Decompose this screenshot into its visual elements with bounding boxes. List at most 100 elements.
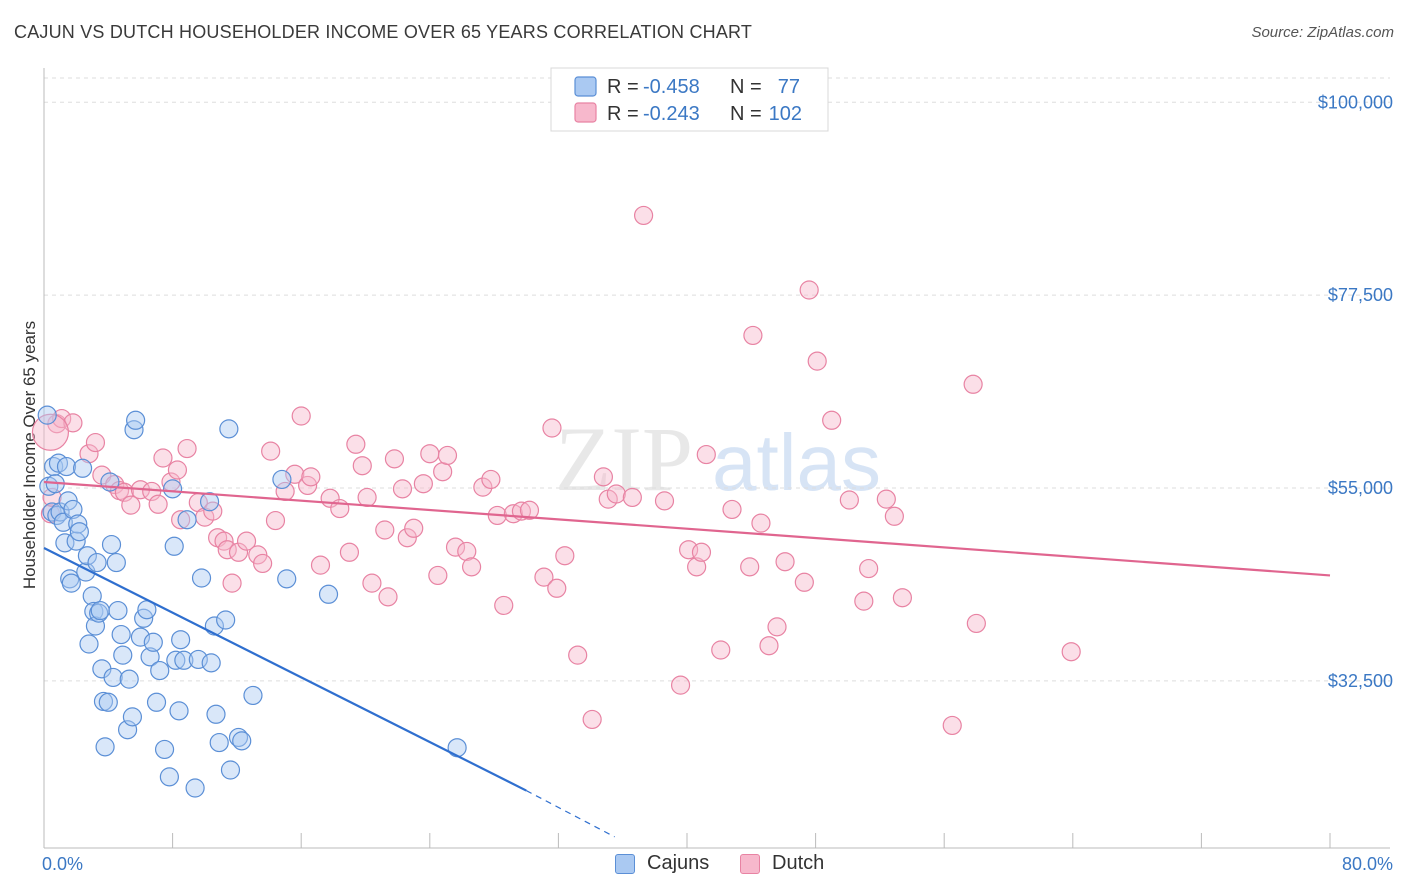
dutch-point [942, 715, 962, 736]
legend-box: R = -0.458 N = 77 R = -0.243 N = 102 [550, 67, 829, 132]
cajun-point [77, 546, 98, 566]
dutch-point [582, 709, 602, 730]
dutch-trend-line [43, 480, 1331, 577]
cajun-point [63, 499, 83, 520]
dutch-point [357, 487, 377, 508]
dutch-point [473, 477, 493, 497]
y-tick-label-1: $55,000 [1328, 478, 1393, 498]
dutch-point [670, 675, 691, 695]
cajun-point [166, 650, 186, 670]
cajun-point [82, 586, 102, 606]
dutch-point [606, 484, 626, 504]
dutch-point [171, 510, 191, 530]
dutch-point [461, 557, 482, 577]
legend-n-value-dutch: 102 [769, 103, 802, 125]
dutch-point [963, 374, 983, 394]
cajun-point [185, 778, 205, 798]
dutch-point [236, 531, 257, 551]
dutch-point [384, 449, 405, 469]
cajun-point [206, 704, 226, 724]
dutch-point [177, 438, 197, 459]
legend-r-label-dutch: R = [607, 103, 639, 125]
dutch-point [767, 617, 787, 637]
cajun-points [37, 405, 467, 798]
cajun-point [108, 600, 128, 621]
cajun-point [122, 707, 143, 727]
cajun-point [106, 552, 126, 573]
dutch-point [687, 557, 707, 577]
dutch-point [63, 413, 83, 433]
cajun-trend-line-extension [525, 790, 615, 838]
dutch-point [92, 465, 112, 485]
y-tick-label-0: $32,500 [1328, 671, 1393, 691]
dutch-point [445, 537, 466, 557]
dutch-point [253, 553, 273, 574]
dutch-point [854, 591, 874, 611]
tick-layer: $32,500 $55,000 $77,500 $100,000 0.0% 80.0% [42, 92, 1393, 874]
dutch-point [228, 542, 249, 562]
dutch-point [892, 588, 913, 608]
cajun-point [146, 692, 167, 712]
cajun-point [143, 632, 163, 652]
bottom-legend-swatch-cajuns [615, 853, 635, 874]
axis-layer [43, 68, 1390, 849]
cajun-point [243, 685, 263, 706]
cajun-point [87, 552, 107, 573]
dutch-point [404, 518, 424, 538]
dutch-point [352, 456, 372, 476]
cajun-point [174, 650, 194, 670]
dutch-point [799, 280, 819, 300]
dutch-point [722, 499, 742, 520]
cajun-point [103, 667, 123, 688]
cajun-point [154, 739, 175, 760]
legend-swatch-dutch [574, 102, 597, 123]
dutch-point [519, 500, 540, 520]
dutch-point [876, 489, 896, 509]
x-tick-label-0: 0.0% [42, 854, 83, 874]
cajun-point [113, 645, 133, 665]
dutch-point [494, 595, 514, 616]
bottom-legend-item-dutch[interactable]: Dutch [740, 852, 824, 875]
dutch-point [265, 510, 286, 531]
dutch-point [433, 462, 453, 482]
cajun-point [277, 569, 297, 589]
cajun-point [232, 731, 252, 751]
cajun-point [191, 568, 212, 588]
dutch-point [884, 506, 904, 526]
dutch-point [593, 467, 614, 487]
dutch-point [743, 325, 763, 346]
cajun-point [140, 647, 160, 667]
bottom-legend-label-dutch: Dutch [772, 852, 825, 874]
legend-r-value-cajun: -0.458 [643, 76, 700, 98]
cajun-point [68, 514, 88, 534]
dutch-point [822, 410, 842, 430]
dutch-point [807, 351, 827, 371]
dutch-point [534, 567, 554, 587]
dutch-point [775, 552, 795, 572]
dutch-point [153, 448, 173, 468]
cajun-point [119, 669, 139, 689]
cajun-point [169, 701, 189, 721]
dutch-point [555, 546, 575, 566]
cajun-point [164, 536, 184, 556]
cajun-point [117, 720, 138, 740]
bottom-legend-item-cajuns[interactable]: Cajuns [615, 852, 709, 875]
chart-title: CAJUN VS DUTCH HOUSEHOLDER INCOME OVER 6… [14, 22, 753, 42]
dutch-point [291, 406, 311, 426]
dutch-point [31, 413, 70, 451]
dutch-point [457, 541, 477, 562]
cajun-point [69, 522, 89, 542]
dutch-point [437, 445, 458, 466]
dutch-point [839, 490, 859, 510]
y-tick-label-2: $77,500 [1328, 285, 1393, 305]
cajun-point [318, 584, 339, 604]
cajun-point [126, 410, 146, 430]
dutch-point [622, 487, 642, 508]
dutch-point [339, 542, 360, 562]
cajun-point [90, 600, 110, 621]
dutch-point [420, 444, 440, 464]
cajun-point [447, 738, 467, 758]
dutch-point [148, 494, 168, 514]
legend-r-value-dutch: -0.243 [643, 103, 700, 125]
